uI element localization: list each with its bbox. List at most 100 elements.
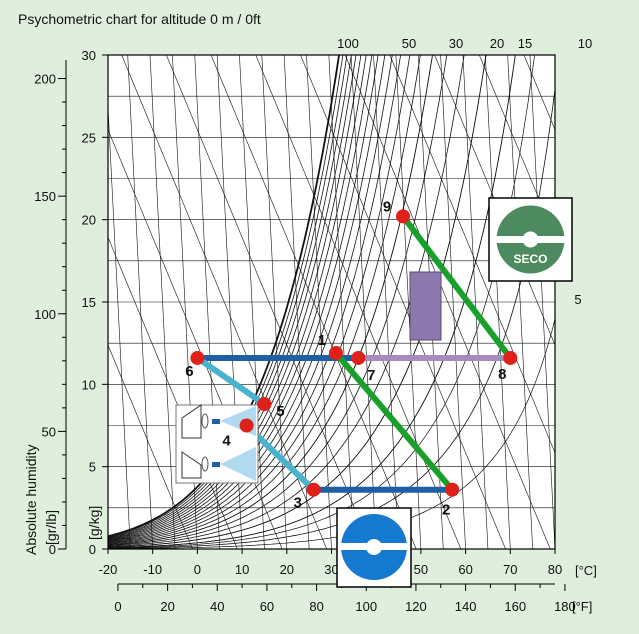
y-tick-label-gkg: 5: [89, 460, 96, 475]
purple-box: [409, 271, 442, 341]
y-tick-label-gr: 200: [34, 72, 56, 87]
state-point-7: [351, 350, 366, 365]
state-point-label-7: 7: [367, 367, 375, 384]
x-tick-label-f: 60: [260, 599, 274, 614]
state-point-label-8: 8: [498, 366, 506, 383]
rh-label: 100: [337, 36, 359, 51]
desiccant-wheel-icon: [336, 507, 412, 588]
temperature-gridline: [350, 55, 377, 549]
x-tick-label-f: 160: [504, 599, 526, 614]
state-point-label-1: 1: [318, 332, 326, 349]
temperature-gridline: [395, 55, 422, 549]
state-points: 1 2 3 4 5 6 7 8 9: [185, 198, 518, 519]
y-tick-label-gkg: 30: [82, 48, 96, 63]
x-axis-unit-f: [°F]: [572, 599, 592, 614]
x-tick-label-c: 0: [194, 562, 201, 577]
temperature-gridline: [261, 55, 288, 549]
temperature-gridline: [440, 55, 466, 549]
state-point-2: [445, 482, 460, 497]
enthalpy-line: [434, 55, 555, 346]
temperature-gridline: [485, 55, 511, 549]
rh-curve: [108, 55, 448, 547]
enthalpy-line: [344, 55, 551, 549]
y-tick-label-gkg: 20: [82, 213, 96, 228]
y-axis-unit-gr: [gr/lb]: [43, 510, 59, 545]
process-segment-6-5: [194, 354, 268, 408]
state-point-6: [190, 350, 205, 365]
state-point-9: [396, 209, 411, 224]
temperature-gridline: [306, 55, 332, 549]
y-tick-label-gkg: 10: [82, 377, 96, 392]
rh-curve: [108, 55, 433, 546]
enthalpy-line: [389, 55, 555, 454]
x-axis-unit-c: [°C]: [575, 563, 597, 578]
enthalpy-line: [300, 55, 506, 549]
state-point-label-9: 9: [383, 198, 391, 215]
state-point-label-5: 5: [276, 403, 284, 420]
state-point-1: [328, 346, 343, 361]
x-tick-label-c: -20: [99, 562, 118, 577]
y-tick-label-gkg: 15: [82, 295, 96, 310]
rh-curve: [108, 55, 535, 549]
y-tick-label-gkg: 0: [89, 542, 96, 557]
x-tick-label-f: 100: [355, 599, 377, 614]
rh-curve: [108, 55, 402, 544]
y-tick-label-gr: 0: [49, 542, 56, 557]
enthalpy-line: [121, 55, 328, 549]
temperature-gridline: [149, 55, 176, 549]
enthalpy-line: [108, 344, 193, 549]
x-tick-label-f: 140: [455, 599, 477, 614]
rh-label: 10: [578, 36, 592, 51]
y-axis-unit-gkg: [g/kg]: [86, 506, 102, 540]
x-tick-label-c: 60: [458, 562, 472, 577]
y-tick-label-gr: 150: [34, 189, 56, 204]
process-segment-1-2: [332, 350, 456, 493]
x-tick-label-f: 0: [114, 599, 121, 614]
temperature-gridline: [108, 101, 131, 549]
enthalpy-line: [523, 55, 555, 131]
enthalpy-line: [600, 22, 639, 582]
rh-label: 30: [449, 36, 463, 51]
x-tick-label-c: -10: [143, 562, 162, 577]
x-tick-label-c: 30: [324, 562, 338, 577]
enthalpy-line: [108, 236, 238, 549]
rh-curve: [108, 55, 516, 549]
enthalpy-line: [478, 55, 555, 239]
rh-label: 5: [574, 292, 581, 307]
state-point-4: [239, 418, 254, 433]
x-tick-label-c: 80: [548, 562, 562, 577]
y-tick-label-gr: 100: [34, 307, 56, 322]
temperature-gridline: [529, 55, 555, 549]
seco-label: SECO: [513, 252, 547, 266]
temperature-gridline: [283, 55, 310, 549]
x-tick-label-f: 180: [554, 599, 576, 614]
state-point-label-4: 4: [222, 433, 231, 450]
y-tick-label-gr: 50: [42, 424, 56, 439]
enthalpy-line: [555, 22, 639, 582]
enthalpy-line: [108, 128, 283, 549]
rh-label: 50: [402, 36, 416, 51]
y-tick-label-gkg: 25: [82, 130, 96, 145]
y-axis-title: Absolute humidity: [23, 444, 39, 555]
rh-curve: [108, 55, 393, 543]
state-point-label-3: 3: [293, 495, 301, 512]
state-point-8: [503, 350, 518, 365]
temperature-gridline: [507, 55, 533, 549]
rh-label: 20: [490, 36, 504, 51]
temperature-gridline: [462, 55, 489, 549]
plot-area: [107, 22, 639, 582]
seco-wheel-icon: SECO: [488, 197, 573, 282]
state-point-label-2: 2: [442, 502, 450, 519]
rh-label: 15: [518, 36, 532, 51]
x-tick-label-f: 80: [309, 599, 323, 614]
rh-curve: [108, 88, 555, 549]
x-tick-label-c: 10: [235, 562, 249, 577]
state-point-5: [257, 397, 272, 412]
rh-curve: [108, 55, 421, 545]
rh-curve: [108, 55, 411, 545]
x-tick-label-c: 50: [414, 562, 428, 577]
x-tick-label-f: 40: [210, 599, 224, 614]
icons: SECO: [175, 197, 573, 588]
